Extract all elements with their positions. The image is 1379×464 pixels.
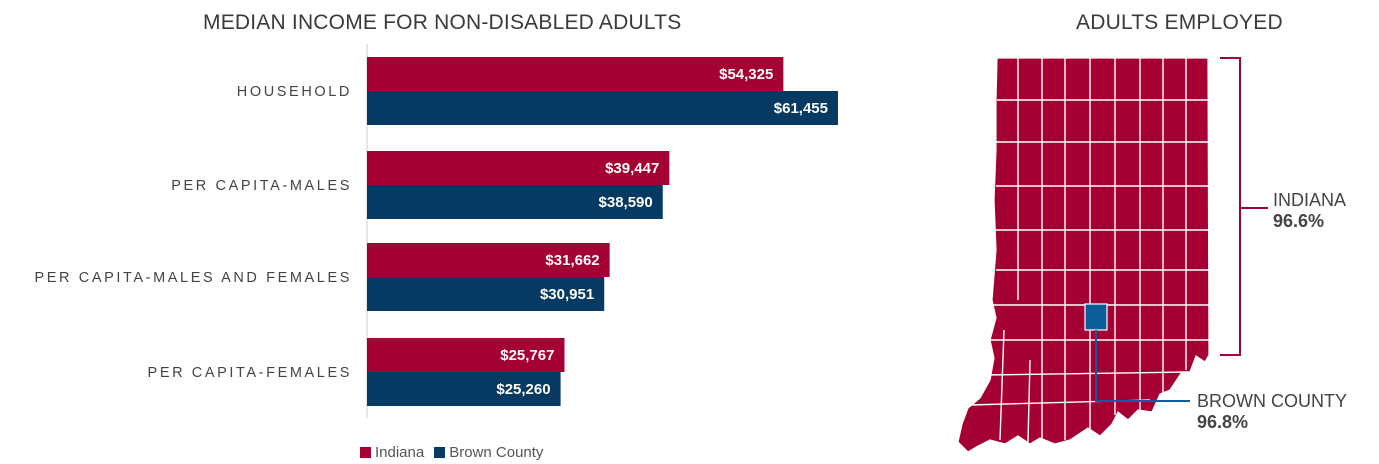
legend-label-brown-county: Brown County <box>449 444 544 461</box>
legend-item-indiana: Indiana <box>360 444 424 461</box>
indiana-callout: INDIANA 96.6% <box>1273 190 1346 232</box>
map-title: ADULTS EMPLOYED <box>1076 11 1283 34</box>
brown-county-shape <box>1084 303 1108 331</box>
legend-item-brown-county: Brown County <box>434 444 543 461</box>
legend-swatch-brown-county <box>434 447 446 458</box>
brown-county-callout-name: BROWN COUNTY <box>1197 391 1347 411</box>
category-label-per-capita-males-and-females: PER CAPITA-MALES AND FEMALES <box>35 270 352 286</box>
county-borders <box>969 58 1209 443</box>
bar-chart-title: MEDIAN INCOME FOR NON-DISABLED ADULTS <box>203 11 682 34</box>
value-label-indiana-per-capita-females: $25,767 <box>500 347 554 364</box>
value-label-brown-county-per-capita-females: $25,260 <box>496 381 550 398</box>
category-label-household: HOUSEHOLD <box>237 84 352 100</box>
bar-indiana-per-capita-females <box>367 338 565 372</box>
bar-indiana-household <box>367 57 784 91</box>
legend-label-indiana: Indiana <box>375 444 425 461</box>
indiana-callout-name: INDIANA <box>1273 190 1347 210</box>
value-label-indiana-household: $54,325 <box>719 66 773 83</box>
category-label-per-capita-females: PER CAPITA-FEMALES <box>148 365 352 381</box>
bar-indiana-per-capita-males <box>367 151 670 185</box>
value-label-indiana-per-capita-males: $39,447 <box>605 160 659 177</box>
value-label-brown-county-household: $61,455 <box>774 100 828 117</box>
value-label-brown-county-per-capita-males: $38,590 <box>599 194 653 211</box>
indiana-callout-value: 96.6% <box>1273 211 1325 231</box>
value-label-brown-county-per-capita-males-and-females: $30,951 <box>540 286 594 303</box>
brown-county-callout: BROWN COUNTY 96.8% <box>1197 391 1347 433</box>
bar-brown-county-household <box>367 91 838 125</box>
bar-brown-county-per-capita-males <box>367 185 663 219</box>
legend-swatch-indiana <box>360 447 371 458</box>
chart-legend: Indiana Brown County <box>360 444 553 461</box>
bar-brown-county-per-capita-males-and-females <box>367 277 605 311</box>
bar-indiana-per-capita-males-and-females <box>367 243 610 277</box>
value-label-indiana-per-capita-males-and-females: $31,662 <box>545 252 599 269</box>
bar-brown-county-per-capita-females <box>367 372 561 406</box>
brown-county-callout-value: 96.8% <box>1197 412 1249 432</box>
income-bar-chart: HOUSEHOLD $54,325$61,455 PER CAPITA-MALES $… <box>35 44 838 418</box>
indiana-state-shape <box>957 57 1210 453</box>
category-label-per-capita-males: PER CAPITA-MALES <box>171 178 352 194</box>
indiana-map <box>957 57 1268 453</box>
brown-county-leader-line <box>1095 330 1190 402</box>
indiana-bracket <box>1220 57 1241 356</box>
